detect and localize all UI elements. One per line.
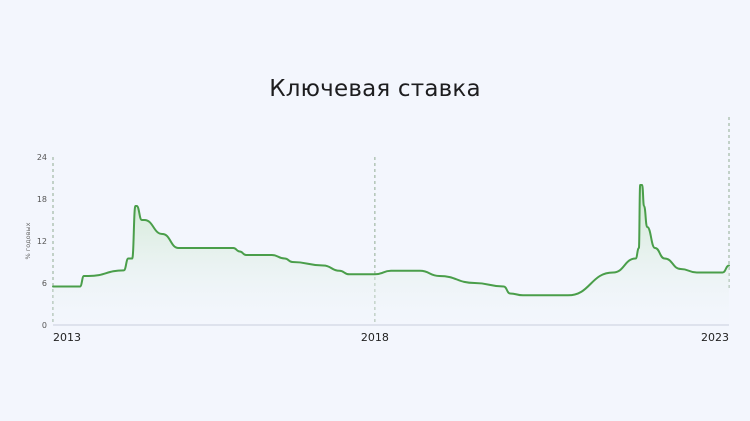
- y-tick-label: 0: [42, 321, 47, 330]
- y-axis-label: % годовых: [24, 222, 32, 259]
- x-tick-label: 2013: [53, 331, 81, 344]
- y-tick-label: 12: [37, 237, 47, 246]
- y-tick-label: 24: [37, 153, 47, 162]
- chart-title: Ключевая ставка: [269, 76, 481, 102]
- series-line: [52, 184, 730, 297]
- y-tick-label: 18: [37, 195, 47, 204]
- x-tick-label: 2018: [361, 331, 389, 344]
- y-tick-label: 6: [42, 279, 47, 288]
- area-fill: [53, 185, 729, 325]
- x-tick-label: 2023: [701, 331, 729, 344]
